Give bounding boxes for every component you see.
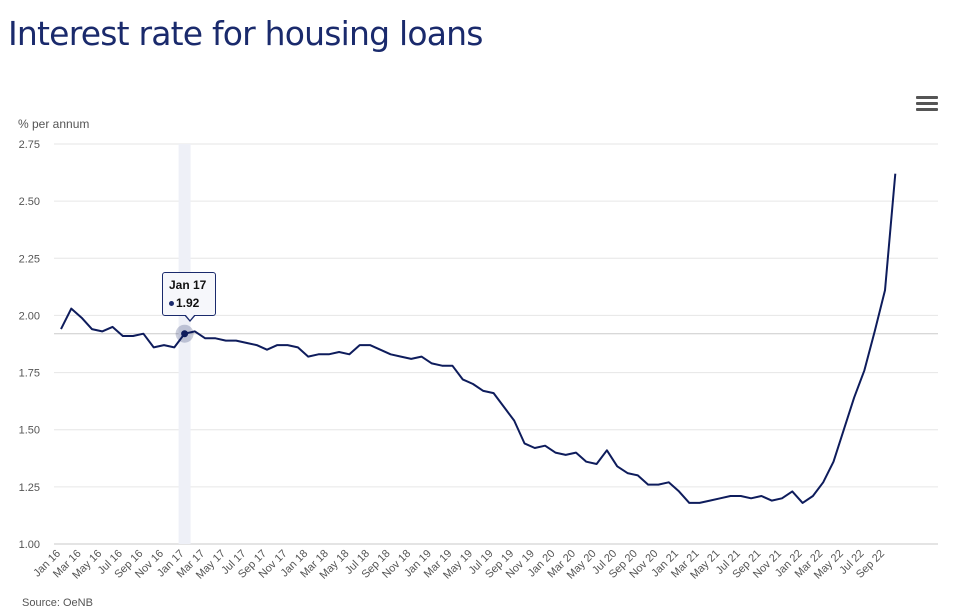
source-note: Source: OeNB xyxy=(22,597,93,609)
y-tick-label: 1.00 xyxy=(19,539,40,551)
y-axis-label: % per annum xyxy=(18,117,89,131)
grid xyxy=(54,143,938,545)
y-tick-label: 2.25 xyxy=(19,253,40,265)
highlight-marker xyxy=(175,324,194,343)
tooltip-value: 1.92 xyxy=(176,296,200,310)
menu-bar xyxy=(916,108,938,111)
y-tick-label: 2.75 xyxy=(19,139,40,151)
series-dot-icon xyxy=(169,301,174,307)
y-tick-label: 1.50 xyxy=(19,425,40,437)
hamburger-menu-icon[interactable] xyxy=(916,96,938,114)
y-tick-label: 2.00 xyxy=(19,310,40,322)
tooltip-value-row: 1.92 xyxy=(169,296,209,310)
menu-bar xyxy=(916,102,938,105)
y-tick-label: 2.50 xyxy=(19,196,40,208)
data-point[interactable] xyxy=(181,330,189,338)
tooltip-title: Jan 17 xyxy=(169,278,207,292)
y-tick-label: 1.25 xyxy=(19,482,40,494)
menu-bar xyxy=(916,96,938,99)
series-line[interactable] xyxy=(60,173,897,504)
y-tick-label: 1.75 xyxy=(19,368,40,380)
series xyxy=(60,173,897,504)
page-title: Interest rate for housing loans xyxy=(8,14,483,53)
tooltip: Jan 17 1.92 xyxy=(162,272,216,322)
hover-band xyxy=(178,144,191,544)
